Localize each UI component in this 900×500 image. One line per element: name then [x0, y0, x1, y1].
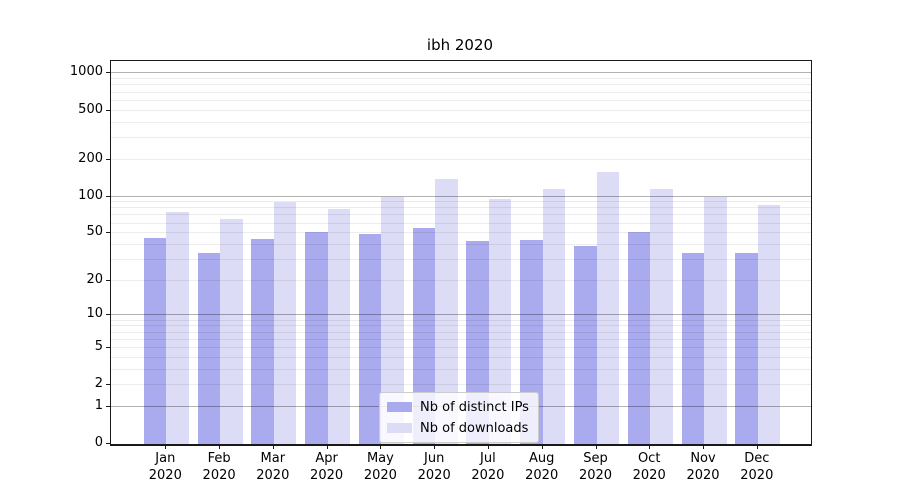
gridline-300	[111, 136, 811, 138]
y-tick-label-200: 200	[78, 150, 103, 166]
y-tick-mark-5	[106, 346, 110, 348]
bar-s1-aug	[542, 189, 566, 444]
legend-item-distinct-ips: Nb of distinct IPs	[387, 399, 529, 415]
x-tick-mark-feb	[219, 445, 221, 449]
bar-s0-mar	[251, 238, 274, 444]
x-tick-label-aug: Aug 2020	[525, 451, 559, 483]
gridline-600	[111, 99, 811, 101]
x-tick-label-may: May 2020	[363, 451, 397, 483]
x-tick-mark-jun	[434, 445, 436, 449]
bar-s1-jun	[435, 178, 458, 444]
legend: Nb of distinct IPs Nb of downloads	[379, 392, 539, 443]
y-tick-mark-10	[106, 314, 110, 316]
bar-s0-jan	[143, 237, 167, 444]
bar-s1-dec	[757, 204, 781, 444]
bar-s1-sep	[596, 171, 619, 444]
y-tick-label-500: 500	[78, 101, 103, 117]
bar-s1-mar	[273, 201, 297, 444]
y-tick-label-0: 0	[94, 435, 103, 450]
x-tick-mark-jan	[165, 445, 167, 449]
bar-s0-oct	[627, 232, 651, 444]
legend-label-downloads: Nb of downloads	[420, 420, 529, 436]
x-tick-mark-sep	[595, 445, 597, 449]
x-tick-label-jan: Jan 2020	[148, 451, 182, 483]
bar-s1-oct	[650, 189, 673, 444]
x-tick-label-oct: Oct 2020	[632, 451, 666, 483]
bar-s0-feb	[197, 253, 221, 444]
gridline-400	[111, 121, 811, 123]
bar-s1-apr	[327, 209, 351, 444]
bar-s0-apr	[305, 232, 328, 444]
y-tick-label-1000: 1000	[69, 64, 103, 80]
x-tick-label-apr: Apr 2020	[310, 451, 344, 483]
bar-s0-jun	[412, 228, 436, 444]
legend-label-distinct-ips: Nb of distinct IPs	[420, 399, 529, 415]
bar-s0-dec	[735, 253, 758, 444]
bar-s0-sep	[574, 246, 597, 444]
x-tick-mark-mar	[272, 445, 274, 449]
bar-s0-nov	[681, 253, 704, 444]
y-tick-label-50: 50	[86, 224, 103, 240]
x-tick-label-feb: Feb 2020	[202, 451, 236, 483]
x-tick-label-nov: Nov 2020	[686, 451, 720, 483]
x-tick-mark-aug	[541, 445, 543, 449]
y-tick-label-5: 5	[94, 338, 103, 354]
bar-s1-may	[381, 196, 404, 444]
gridline-200	[111, 158, 811, 160]
legend-swatch-distinct-ips	[387, 402, 412, 412]
y-tick-mark-1000	[106, 72, 110, 74]
y-tick-mark-500	[106, 109, 110, 111]
x-tick-label-jun: Jun 2020	[417, 451, 451, 483]
x-tick-label-dec: Dec 2020	[740, 451, 774, 483]
y-tick-mark-200	[106, 158, 110, 160]
x-tick-mark-may	[380, 445, 382, 449]
x-tick-mark-oct	[649, 445, 651, 449]
x-tick-label-mar: Mar 2020	[256, 451, 290, 483]
gridline-700	[111, 91, 811, 93]
legend-swatch-downloads	[387, 423, 412, 433]
legend-item-downloads: Nb of downloads	[387, 420, 529, 436]
x-tick-mark-apr	[326, 445, 328, 449]
gridline-900	[111, 78, 811, 80]
bar-s0-may	[358, 234, 382, 444]
y-tick-label-2: 2	[94, 376, 103, 392]
bar-s1-jul	[488, 199, 512, 444]
gridline-1000	[111, 72, 811, 74]
y-tick-mark-0	[106, 443, 110, 444]
x-tick-mark-nov	[703, 445, 704, 449]
x-tick-mark-jul	[487, 445, 489, 449]
y-tick-mark-100	[106, 195, 110, 197]
plot-area: Nb of distinct IPs Nb of downloads	[110, 60, 812, 446]
y-tick-label-100: 100	[78, 187, 103, 203]
bar-s1-jan	[166, 212, 189, 444]
x-tick-mark-dec	[756, 445, 758, 449]
bar-s1-feb	[220, 219, 243, 444]
y-tick-label-10: 10	[86, 306, 103, 322]
y-tick-mark-1	[106, 405, 110, 407]
x-tick-label-jul: Jul 2020	[471, 451, 505, 483]
gridline-500	[111, 109, 811, 111]
y-tick-label-1: 1	[94, 397, 103, 413]
y-tick-mark-2	[106, 384, 110, 386]
y-tick-mark-20	[106, 279, 110, 281]
chart-title: ibh 2020	[426, 36, 494, 54]
y-tick-label-20: 20	[86, 271, 103, 287]
gridline-800	[111, 84, 811, 86]
x-tick-label-sep: Sep 2020	[578, 451, 613, 483]
y-tick-mark-50	[106, 232, 110, 234]
bar-s1-nov	[704, 197, 727, 444]
